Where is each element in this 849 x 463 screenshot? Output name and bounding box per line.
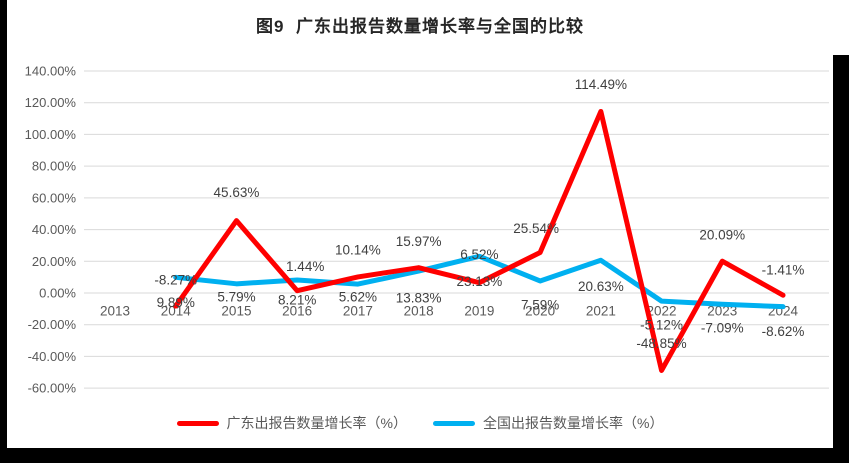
x-category-label: 2020	[525, 304, 555, 319]
data-label: 20.63%	[578, 279, 624, 294]
x-category-label: 2017	[343, 304, 373, 319]
x-category-label: 2023	[707, 304, 737, 319]
legend-label-national: 全国出报告数量增长率（%）	[483, 415, 664, 431]
x-category-label: 2022	[647, 304, 677, 319]
legend-swatch-blue-line-icon	[433, 420, 475, 426]
screen-edge-bottom	[0, 448, 849, 463]
x-category-label: 2018	[404, 304, 434, 319]
data-label: 5.62%	[339, 290, 377, 305]
y-tick-label: 0.00%	[39, 286, 76, 301]
data-label: 7.59%	[521, 297, 559, 312]
legend-swatch-red-line-icon	[176, 420, 219, 426]
data-label: -48.85%	[636, 336, 686, 351]
legend-label-guangdong: 广东出报告数量增长率（%）	[226, 415, 407, 431]
x-category-label: 2013	[100, 304, 130, 319]
y-tick-label: 120.00%	[25, 95, 77, 110]
y-tick-label: 80.00%	[32, 159, 77, 174]
chart-title: 图9 广东出报告数量增长率与全国的比较	[256, 17, 584, 36]
data-label: -7.09%	[701, 321, 744, 336]
y-tick-label: -20.00%	[28, 317, 77, 332]
data-label: -8.27%	[154, 273, 197, 288]
screen-edge-left	[0, 0, 7, 463]
y-tick-label: -40.00%	[28, 349, 77, 364]
data-label: 23.13%	[456, 274, 502, 289]
data-label: 15.97%	[396, 234, 442, 249]
data-label: 8.21%	[278, 292, 316, 307]
x-category-label: 2014	[161, 304, 192, 319]
legend-item-national: 全国出报告数量增长率（%）	[433, 413, 663, 433]
series-line-guangdong	[173, 108, 786, 373]
chart-legend: 广东出报告数量增长率（%） 全国出报告数量增长率（%）	[0, 413, 840, 433]
data-label: 1.44%	[286, 259, 324, 274]
y-tick-label: 100.00%	[25, 127, 77, 142]
x-category-label: 2016	[282, 304, 312, 319]
data-label: -5.12%	[640, 318, 683, 333]
data-label: 45.63%	[214, 185, 260, 200]
data-label: 10.14%	[335, 242, 381, 257]
x-category-label: 2019	[464, 304, 494, 319]
y-tick-label: 20.00%	[32, 254, 77, 269]
screen-edge-right	[833, 55, 849, 463]
data-label: 13.83%	[396, 291, 442, 306]
legend-item-guangdong: 广东出报告数量增长率（%）	[176, 413, 407, 433]
data-label: 20.09%	[699, 228, 745, 243]
x-category-label: 2021	[586, 304, 616, 319]
data-label: -8.62%	[762, 324, 805, 339]
y-tick-label: 40.00%	[32, 222, 77, 237]
x-category-label: 2015	[221, 304, 251, 319]
data-label: 9.89%	[157, 295, 195, 310]
y-tick-label: 140.00%	[25, 64, 77, 79]
data-label: -1.41%	[762, 263, 805, 278]
data-label: 25.54%	[513, 221, 559, 236]
y-tick-label: -60.00%	[28, 381, 77, 396]
series-line-national	[173, 253, 786, 310]
y-tick-label: 60.00%	[32, 190, 77, 205]
data-label: 6.52%	[460, 247, 498, 262]
data-label: 5.79%	[217, 289, 255, 304]
data-label: 114.49%	[575, 77, 627, 92]
